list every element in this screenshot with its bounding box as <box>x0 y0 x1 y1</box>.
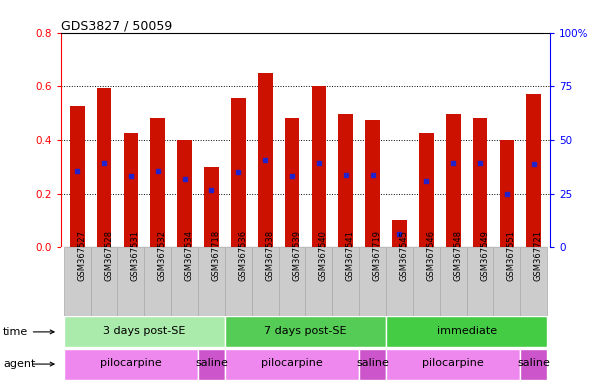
Bar <box>285 118 299 247</box>
Bar <box>198 247 225 316</box>
Bar <box>279 247 306 316</box>
Text: GSM367718: GSM367718 <box>211 230 221 281</box>
Bar <box>258 73 273 247</box>
Bar <box>386 349 521 379</box>
Bar <box>225 247 252 316</box>
Text: GSM367528: GSM367528 <box>104 230 113 281</box>
Bar <box>467 247 494 316</box>
Bar <box>312 86 326 247</box>
Bar <box>386 316 547 348</box>
Bar <box>204 167 219 247</box>
Bar <box>521 247 547 316</box>
Bar <box>413 247 440 316</box>
Bar <box>521 349 547 379</box>
Text: GSM367551: GSM367551 <box>507 230 516 281</box>
Text: pilocarpine: pilocarpine <box>100 358 162 368</box>
Bar <box>144 247 171 316</box>
Bar <box>446 114 461 247</box>
Bar <box>500 140 514 247</box>
Text: GSM367536: GSM367536 <box>238 230 247 281</box>
Text: pilocarpine: pilocarpine <box>422 358 484 368</box>
Text: immediate: immediate <box>437 326 497 336</box>
Text: GSM367538: GSM367538 <box>265 230 274 281</box>
Bar <box>64 316 225 348</box>
Text: GSM367546: GSM367546 <box>426 230 436 281</box>
Bar <box>231 98 246 247</box>
Bar <box>359 349 386 379</box>
Bar <box>359 247 386 316</box>
Text: saline: saline <box>356 358 389 368</box>
Text: GSM367548: GSM367548 <box>453 230 462 281</box>
Text: pilocarpine: pilocarpine <box>261 358 323 368</box>
Bar <box>97 88 111 247</box>
Text: agent: agent <box>3 359 35 369</box>
Bar <box>473 118 488 247</box>
Text: GSM367549: GSM367549 <box>480 230 489 281</box>
Bar <box>338 114 353 247</box>
Text: GSM367540: GSM367540 <box>319 230 328 281</box>
Bar <box>177 140 192 247</box>
Text: GSM367527: GSM367527 <box>77 230 86 281</box>
Text: time: time <box>3 327 28 337</box>
Text: 7 days post-SE: 7 days post-SE <box>264 326 347 336</box>
Text: GSM367534: GSM367534 <box>185 230 194 281</box>
Text: GSM367531: GSM367531 <box>131 230 140 281</box>
Text: saline: saline <box>518 358 551 368</box>
Bar <box>419 133 434 247</box>
Bar <box>527 94 541 247</box>
Text: GSM367719: GSM367719 <box>373 230 382 281</box>
Bar <box>64 247 90 316</box>
Bar <box>150 118 165 247</box>
Bar <box>440 247 467 316</box>
Bar <box>225 316 386 348</box>
Bar <box>117 247 144 316</box>
Bar <box>494 247 521 316</box>
Bar <box>123 133 138 247</box>
Text: GSM367532: GSM367532 <box>158 230 167 281</box>
Text: 3 days post-SE: 3 days post-SE <box>103 326 186 336</box>
Text: GSM367541: GSM367541 <box>346 230 355 281</box>
Text: GSM367539: GSM367539 <box>292 230 301 281</box>
Bar <box>198 349 225 379</box>
Bar <box>252 247 279 316</box>
Bar <box>306 247 332 316</box>
Bar <box>90 247 117 316</box>
Text: GDS3827 / 50059: GDS3827 / 50059 <box>61 20 172 33</box>
Text: GSM367545: GSM367545 <box>400 230 409 281</box>
Bar <box>386 247 413 316</box>
Bar <box>365 120 380 247</box>
Text: GSM367721: GSM367721 <box>534 230 543 281</box>
Bar <box>392 220 407 247</box>
Bar <box>332 247 359 316</box>
Bar <box>64 349 198 379</box>
Bar <box>225 349 359 379</box>
Bar <box>171 247 198 316</box>
Bar <box>70 106 84 247</box>
Text: saline: saline <box>195 358 228 368</box>
